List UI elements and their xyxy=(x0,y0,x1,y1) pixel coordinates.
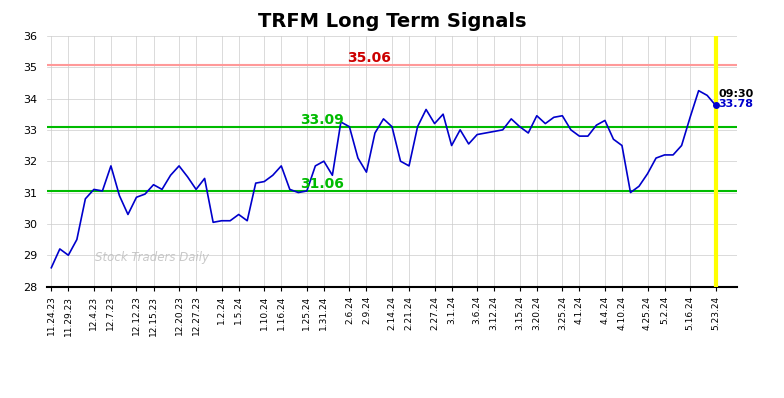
Text: Stock Traders Daily: Stock Traders Daily xyxy=(96,252,209,265)
Text: 33.78: 33.78 xyxy=(718,99,753,109)
Text: 31.06: 31.06 xyxy=(300,177,344,191)
Title: TRFM Long Term Signals: TRFM Long Term Signals xyxy=(258,12,526,31)
Text: 09:30: 09:30 xyxy=(718,89,753,99)
Text: 33.09: 33.09 xyxy=(300,113,344,127)
Text: 35.06: 35.06 xyxy=(347,51,391,65)
